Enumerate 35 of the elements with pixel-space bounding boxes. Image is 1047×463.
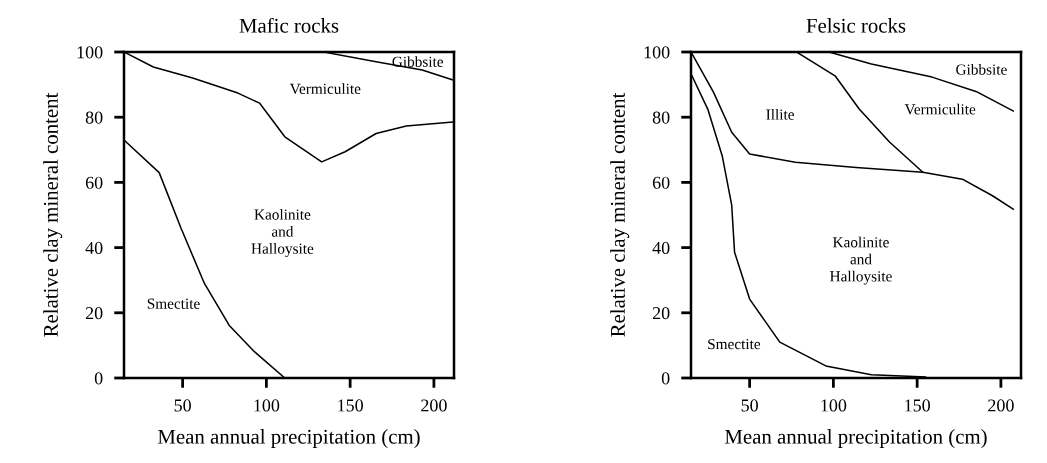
annotation: Illite [766,108,794,120]
x-axis-title: Mean annual precipitation (cm) [157,429,420,448]
annotation: Vermiculite [904,103,976,115]
x-axis-title: Mean annual precipitation (cm) [724,429,987,448]
y-tick-label: 20 [652,307,670,320]
annotation: Kaolinite and Halloysite [251,208,314,257]
x-tick-label: 50 [741,399,758,412]
y-tick-label: 60 [652,176,670,189]
chart-title: Mafic rocks [239,17,339,33]
annotation: Gibbsite [392,56,444,67]
x-tick-label: 100 [254,399,280,412]
y-tick-label: 80 [652,111,670,124]
annotation: Vermiculite [289,83,361,95]
y-tick-label: 100 [77,46,103,59]
x-tick-label: 150 [338,399,363,412]
chart-title: Felsic rocks [806,18,906,33]
x-tick-label: 100 [821,399,847,412]
y-tick-label: 40 [652,241,670,255]
y-axis-title: Relative clay mineral content [610,92,630,337]
annotation: Kaolinite and Halloysite [829,236,892,285]
annotation: Smectite [708,338,761,350]
y-tick-label: 0 [94,372,103,385]
y-tick-label: 60 [85,176,103,189]
y-tick-label: 20 [85,307,103,320]
y-tick-label: 80 [85,111,103,124]
x-tick-label: 50 [174,399,191,412]
y-tick-label: 100 [644,46,670,59]
annotation: Smectite [147,298,200,309]
x-tick-label: 150 [905,399,930,412]
y-tick-label: 0 [661,372,670,385]
x-tick-label: 200 [421,399,447,412]
y-axis-title: Relative clay mineral content [43,92,63,337]
annotation: Gibbsite [956,63,1007,75]
y-tick-label: 40 [85,241,103,255]
x-tick-label: 200 [988,399,1014,412]
